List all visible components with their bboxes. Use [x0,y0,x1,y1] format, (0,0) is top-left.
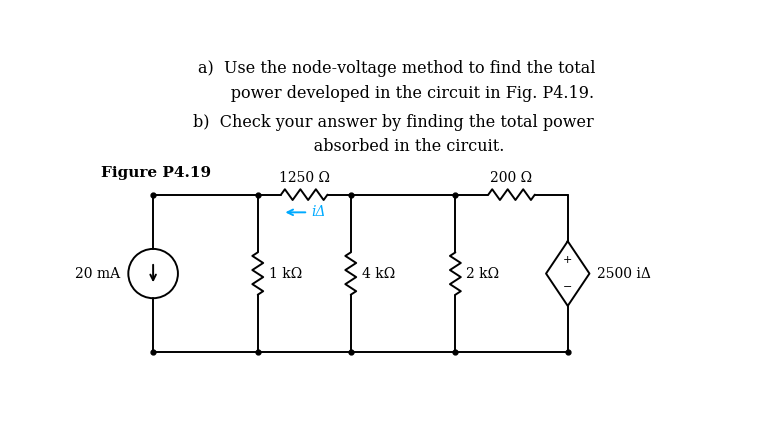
Text: 20 mA: 20 mA [75,267,121,281]
Text: 4 kΩ: 4 kΩ [362,267,395,281]
Text: 2500 iΔ: 2500 iΔ [597,267,651,281]
Text: Figure P4.19: Figure P4.19 [101,166,211,180]
Text: power developed in the circuit in Fig. P4.19.: power developed in the circuit in Fig. P… [200,84,594,102]
Text: b)  Check your answer by finding the total power: b) Check your answer by finding the tota… [193,114,594,131]
Text: 1250 Ω: 1250 Ω [279,170,330,184]
Text: +: + [563,255,572,265]
Text: iΔ: iΔ [312,206,326,219]
Text: −: − [563,281,572,292]
Text: a)  Use the node-voltage method to find the total: a) Use the node-voltage method to find t… [198,60,596,77]
Text: 200 Ω: 200 Ω [490,170,533,184]
Text: 2 kΩ: 2 kΩ [466,267,499,281]
Text: absorbed in the circuit.: absorbed in the circuit. [283,138,504,155]
Text: 1 kΩ: 1 kΩ [268,267,302,281]
